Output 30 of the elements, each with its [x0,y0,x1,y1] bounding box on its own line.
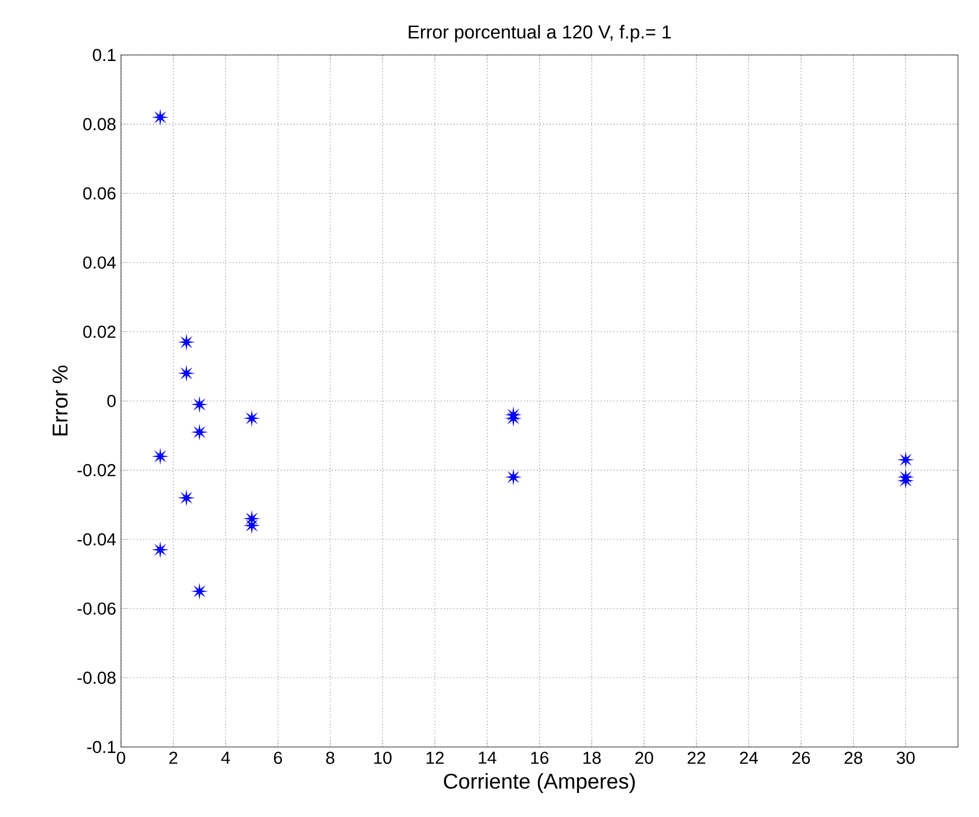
y-axis-title: Error % [52,366,68,436]
y-tick-label: 0 [107,394,116,408]
y-tick-label: 0.08 [83,118,116,130]
y-tick-label: -0.04 [78,533,116,546]
y-tick-label: 0.1 [92,48,116,62]
chart-title: Error porcentual a 120 V, f.p.= 1 [408,24,671,42]
y-tick-label: -0.1 [87,740,116,754]
x-axis-title: Corriente (Amperes) [444,773,635,794]
y-tick-label: 0.04 [83,256,116,269]
x-tick-label: 30 [896,752,915,764]
x-tick-label: 18 [583,752,601,764]
x-tick-label: 28 [844,752,862,764]
y-tick-label: 0.02 [83,326,116,338]
x-tick-label: 22 [688,752,706,764]
x-tick-label: 12 [426,752,444,764]
x-tick-label: 10 [374,752,392,764]
x-tick-label: 26 [792,752,810,764]
x-tick-label: 2 [169,752,178,764]
x-tick-label: 8 [326,752,334,764]
x-tick-label: 20 [635,752,654,764]
x-tick-label: 14 [478,752,496,764]
y-tick-label: -0.08 [78,672,116,684]
y-tick-label: 0.06 [83,187,116,200]
x-tick-label: 16 [531,752,548,764]
x-tick-label: 24 [740,752,758,764]
x-tick-label: 0 [116,752,126,764]
x-tick-label: 4 [221,752,230,764]
y-tick-label: -0.02 [78,464,116,476]
x-tick-label: 6 [274,752,282,764]
y-tick-label: -0.06 [78,602,116,615]
